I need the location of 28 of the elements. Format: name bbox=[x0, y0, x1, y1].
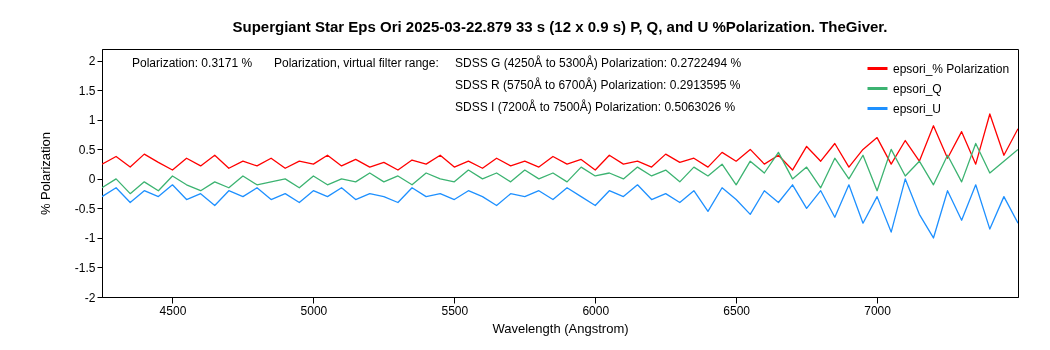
line-series bbox=[102, 178, 1018, 239]
y-tick-label: -2 bbox=[84, 290, 96, 305]
legend-label: epsori_% Polarization bbox=[893, 61, 1010, 76]
annotation: SDSS R (5750Å to 6700Å) Polarization: 0.2913595 % bbox=[455, 77, 741, 92]
line-series bbox=[102, 142, 1018, 195]
x-tick-label: 5500 bbox=[441, 303, 469, 318]
x-tick-label: 7000 bbox=[864, 303, 892, 318]
x-tick-label: 5000 bbox=[300, 303, 328, 318]
x-tick-label: 6500 bbox=[723, 303, 751, 318]
y-tick-label: -1 bbox=[84, 231, 96, 246]
x-tick-label: 4500 bbox=[159, 303, 187, 318]
x-tick-label: 6000 bbox=[582, 303, 610, 318]
y-tick-label: 2 bbox=[88, 54, 96, 69]
y-tick-label: 0.5 bbox=[78, 142, 96, 157]
annotation: SDSS I (7200Å to 7500Å) Polarization: 0.5063026 % bbox=[455, 99, 736, 114]
y-tick-label: 1.5 bbox=[78, 83, 96, 98]
y-tick-label: -0.5 bbox=[74, 201, 96, 216]
annotation: Polarization, virtual filter range: bbox=[274, 56, 439, 70]
y-tick-label: 0 bbox=[88, 172, 96, 187]
annotation: SDSS G (4250Å to 5300Å) Polarization: 0.2722494 % bbox=[455, 55, 742, 70]
y-tick-label: 1 bbox=[88, 113, 96, 128]
y-tick-label: -1.5 bbox=[74, 260, 96, 275]
chart-title: Supergiant Star Eps Ori 2025-03-22.879 33 s (12 x 0.9 s) P, Q, and U %Polarization. TheGiver. bbox=[232, 18, 888, 35]
annotation: Polarization: 0.3171 % bbox=[132, 56, 253, 70]
legend-label: epsori_U bbox=[893, 101, 942, 116]
legend-label: epsori_Q bbox=[893, 81, 942, 96]
y-axis-title: % Polarization bbox=[37, 131, 53, 216]
x-axis-title: Wavelength (Angstrom) bbox=[492, 320, 629, 336]
